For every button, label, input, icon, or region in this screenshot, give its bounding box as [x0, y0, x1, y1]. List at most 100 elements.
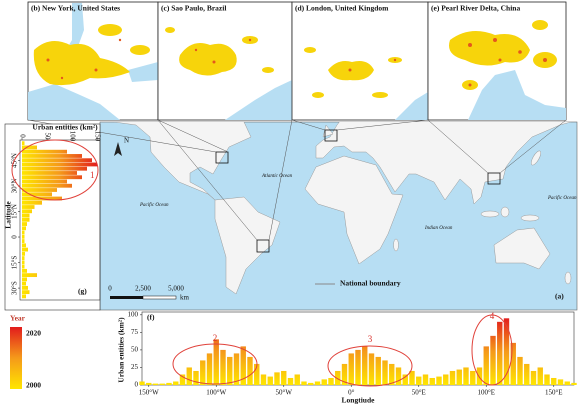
bar: [22, 226, 26, 231]
bar: [220, 349, 226, 385]
panel-label: (a): [555, 292, 564, 301]
bar: [348, 353, 354, 385]
bar: [22, 149, 67, 154]
bar: [22, 213, 30, 218]
x-tick-label: 0°: [348, 389, 355, 397]
bar: [22, 285, 28, 290]
y-tick-label: 15°S: [11, 256, 19, 270]
y-tick-label: 25: [131, 363, 139, 371]
bar: [416, 376, 422, 385]
y-tick-label: 0: [135, 381, 139, 389]
bar: [382, 360, 388, 385]
bar: [254, 363, 260, 385]
bar: [22, 175, 82, 180]
bar: [544, 374, 550, 385]
annotation-ellipse: [11, 139, 99, 201]
bar: [281, 370, 287, 385]
legend-min: 2000: [26, 381, 41, 390]
bar: [341, 363, 348, 385]
bar: [470, 370, 476, 385]
longitude-chart: Urban entities (km²) 0 25 50 75 100 150°W 100°W…: [117, 310, 577, 405]
bar: [22, 281, 26, 286]
x-tick-label: 100: [68, 131, 76, 142]
bar: [274, 372, 280, 385]
legend-max: 2020: [26, 329, 41, 338]
bar: [193, 370, 199, 385]
latitude-chart: Urban entities (km²)0 50 100 150Latitude45°…: [4, 123, 101, 311]
bar: [22, 179, 67, 184]
bar: [362, 346, 368, 385]
bar: [497, 321, 503, 385]
bar: [152, 383, 159, 385]
panel-label: (g): [78, 287, 87, 296]
annotation-ellipse: [471, 314, 513, 386]
y-axis-title: Latitude: [4, 201, 13, 229]
bar: [537, 367, 543, 385]
bar: [240, 346, 246, 385]
bar: [267, 376, 273, 385]
y-tick-label: 75: [131, 328, 139, 336]
bar: [368, 353, 375, 385]
annotation: 4: [490, 311, 495, 321]
bar: [22, 230, 25, 235]
bar: [22, 277, 27, 282]
bar: [159, 383, 165, 385]
bar: [530, 370, 537, 385]
x-tick-label: 0: [18, 134, 26, 138]
bar: [476, 367, 483, 385]
bar: [22, 268, 27, 273]
bar: [22, 290, 30, 295]
bar: [422, 374, 429, 385]
bar: [22, 171, 77, 175]
inset-d: (d) London, United Kingdom: [291, 1, 429, 121]
bar: [294, 374, 300, 385]
y-tick-label: 0: [11, 235, 19, 239]
bar: [429, 377, 435, 385]
year-legend: Year 2020 2000: [10, 314, 41, 390]
bar: [213, 339, 219, 385]
bar: [146, 382, 152, 385]
bar: [22, 162, 97, 167]
bar: [179, 374, 186, 385]
bar: [22, 192, 52, 197]
bar: [308, 382, 314, 385]
y-tick-label: 15°N: [11, 204, 19, 219]
bar: [524, 363, 530, 385]
x-tick-label: 50°W: [276, 389, 293, 397]
north-arrow: [114, 142, 122, 156]
bar: [389, 363, 395, 385]
scale-label: 2,500: [135, 285, 151, 293]
bar: [395, 367, 402, 385]
inset-title: (d) London, United Kingdom: [295, 4, 389, 13]
bar: [557, 379, 564, 385]
bar: [22, 188, 57, 192]
x-tick-label: 100°E: [477, 389, 495, 397]
bar: [328, 377, 334, 385]
y-tick-label: 50: [131, 346, 139, 354]
bar: [22, 251, 25, 256]
bar: [22, 256, 25, 260]
bar: [166, 382, 172, 385]
bar: [22, 183, 72, 188]
north-label: N: [124, 137, 129, 145]
inset-title: (e) Pearl River Delta, China: [431, 4, 520, 13]
color-bar: [10, 327, 22, 389]
annotation-ellipse: [327, 345, 413, 387]
panel-label: (f): [147, 313, 155, 322]
bar: [301, 381, 307, 385]
bar: [22, 264, 25, 269]
bar: [22, 154, 82, 158]
bar: [22, 209, 32, 214]
bar: [436, 376, 442, 385]
bar: [335, 370, 341, 385]
bar: [517, 356, 523, 385]
scale-label: 0: [108, 285, 112, 293]
bar: [321, 379, 327, 385]
x-tick-label: 50°E: [412, 389, 426, 397]
x-tick-label: 150: [93, 131, 101, 142]
bar: [503, 318, 510, 385]
bar: [22, 205, 35, 209]
annotation-ellipse: [172, 343, 258, 385]
bar: [22, 166, 87, 171]
